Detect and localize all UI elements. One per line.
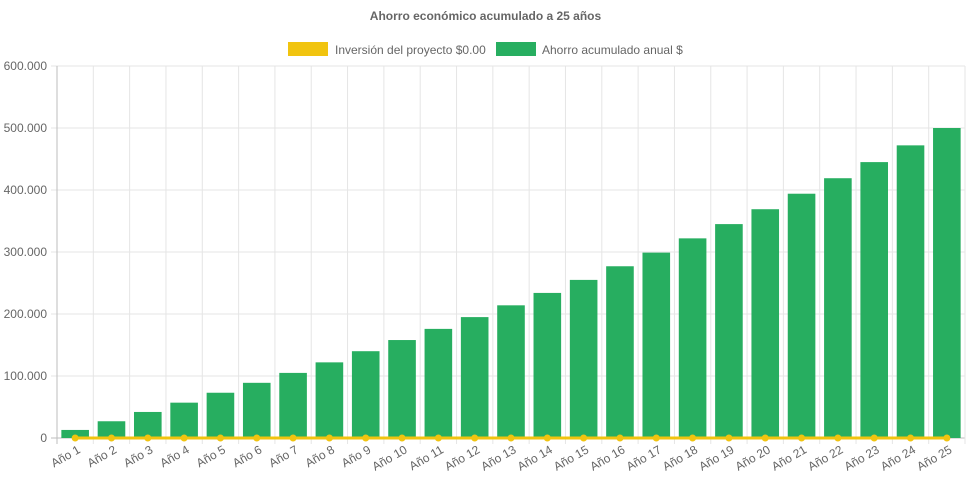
- x-tick-label: Año 2: [85, 442, 119, 470]
- bar: [97, 421, 126, 438]
- x-tick-label: Año 23: [842, 442, 882, 473]
- line-point: [543, 434, 551, 442]
- line-point: [616, 434, 624, 442]
- x-tick-label: Año 4: [157, 442, 191, 470]
- x-tick-label: Año 8: [303, 442, 337, 470]
- x-tick-label: Año 17: [624, 442, 664, 473]
- y-tick-label: 500.000: [4, 121, 48, 135]
- bar: [170, 402, 198, 438]
- line-point: [398, 434, 406, 442]
- x-tick-label: Año 15: [551, 442, 591, 473]
- line-point: [907, 434, 915, 442]
- bar: [787, 193, 816, 438]
- x-tick-label: Año 18: [660, 442, 700, 473]
- x-tick-label: Año 22: [805, 442, 845, 473]
- line-point: [870, 434, 878, 442]
- x-tick-label: Año 21: [769, 442, 809, 473]
- bar: [242, 382, 271, 438]
- y-tick-label: 0: [40, 431, 47, 445]
- line-point: [471, 434, 479, 442]
- x-tick-label: Año 10: [370, 442, 410, 473]
- x-tick-label: Año 5: [194, 442, 228, 470]
- x-tick-label: Año 11: [407, 442, 446, 473]
- line-point: [216, 434, 224, 442]
- y-tick-label: 200.000: [4, 307, 48, 321]
- x-tick-label: Año 16: [588, 442, 628, 473]
- line-point: [689, 434, 697, 442]
- bar: [896, 145, 925, 439]
- bar: [860, 162, 889, 438]
- bar: [933, 128, 961, 438]
- legend-swatch: [496, 42, 536, 56]
- bar: [351, 351, 380, 438]
- bar: [424, 328, 453, 438]
- line-point: [180, 434, 188, 442]
- bar: [533, 292, 562, 438]
- bar: [606, 266, 634, 438]
- line-point: [834, 434, 842, 442]
- bar: [569, 279, 598, 438]
- bar: [678, 238, 707, 438]
- line-point: [507, 434, 515, 442]
- legend-label: Ahorro acumulado anual $: [542, 43, 683, 57]
- y-tick-label: 600.000: [4, 59, 48, 73]
- y-tick-label: 100.000: [4, 369, 48, 383]
- line-point: [434, 434, 442, 442]
- line-point: [652, 434, 660, 442]
- legend-swatch: [288, 42, 328, 56]
- line-point: [725, 434, 733, 442]
- y-tick-label: 300.000: [4, 245, 48, 259]
- line-point: [253, 434, 261, 442]
- line-point: [144, 434, 152, 442]
- x-tick-label: Año 3: [121, 442, 155, 470]
- bar: [751, 209, 780, 438]
- chart-title: Ahorro económico acumulado a 25 años: [369, 9, 602, 23]
- y-tick-label: 400.000: [4, 183, 48, 197]
- x-tick-label: Año 25: [914, 442, 954, 473]
- x-tick-label: Año 19: [696, 442, 736, 473]
- x-tick-label: Año 9: [339, 442, 373, 470]
- x-tick-label: Año 20: [733, 442, 773, 473]
- x-tick-label: Año 14: [515, 442, 555, 473]
- bar: [61, 429, 89, 438]
- bar: [388, 340, 416, 438]
- line-point: [289, 434, 297, 442]
- x-tick-label: Año 13: [479, 442, 519, 473]
- bar: [315, 362, 344, 438]
- x-tick-label: Año 6: [230, 442, 264, 470]
- x-tick-label: Año 1: [49, 442, 83, 470]
- bar: [824, 178, 852, 438]
- line-point: [71, 434, 79, 442]
- bar: [715, 224, 743, 438]
- line-point: [107, 434, 115, 442]
- line-point: [325, 434, 333, 442]
- bar: [642, 252, 671, 438]
- bar: [206, 392, 235, 438]
- bar: [279, 372, 307, 438]
- line-point: [761, 434, 769, 442]
- line-point: [943, 434, 951, 442]
- x-tick-label: Año 24: [878, 442, 918, 473]
- line-point: [362, 434, 370, 442]
- x-tick-label: Año 7: [266, 442, 300, 470]
- bar: [497, 305, 525, 438]
- legend-label: Inversión del proyecto $0.00: [335, 43, 486, 57]
- line-point: [580, 434, 588, 442]
- bar: [133, 411, 162, 438]
- x-tick-label: Año 12: [442, 442, 482, 473]
- bar: [460, 317, 489, 438]
- line-point: [798, 434, 806, 442]
